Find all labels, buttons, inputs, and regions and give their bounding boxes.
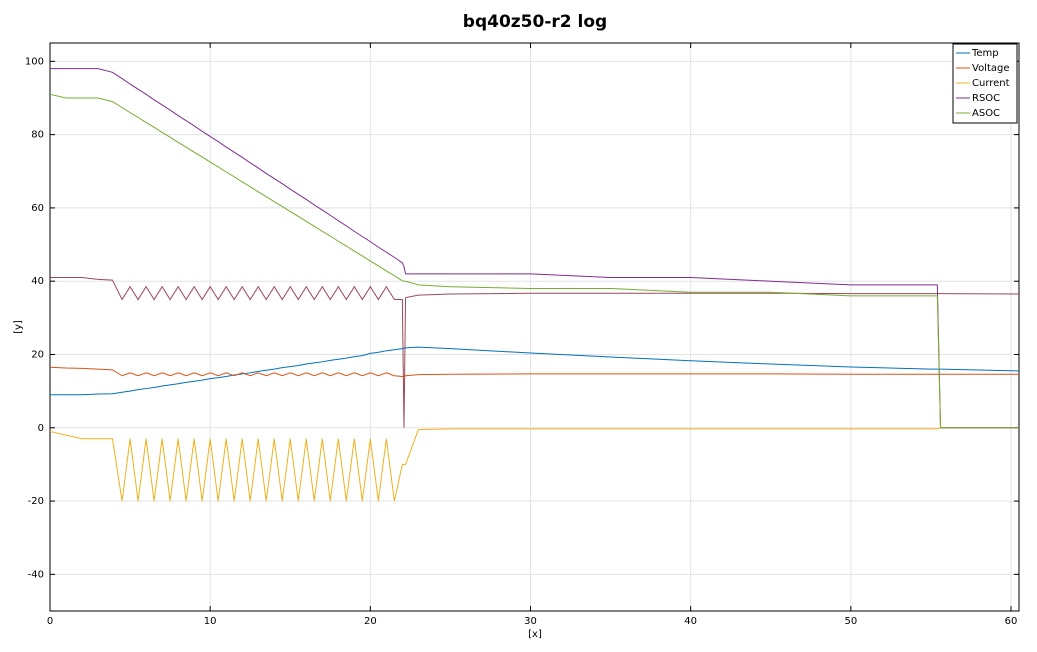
x-tick-label: 60 bbox=[1005, 616, 1018, 627]
y-tick-label: 80 bbox=[31, 130, 44, 141]
series-line bbox=[50, 346, 1020, 396]
plot-frame bbox=[49, 42, 1020, 612]
x-axis-label: [x] bbox=[528, 629, 542, 640]
chart-title: bq40z50-r2 log bbox=[463, 12, 607, 32]
series-line bbox=[49, 93, 1019, 429]
series-line bbox=[50, 277, 1020, 428]
x-tick-label: 50 bbox=[844, 616, 857, 627]
x-tick-label: 10 bbox=[204, 616, 217, 627]
y-tick-label: -40 bbox=[28, 569, 44, 580]
y-tick-label: 100 bbox=[25, 56, 44, 67]
y-tick-label: 0 bbox=[38, 423, 44, 434]
y-axis-label: [y] bbox=[13, 320, 24, 334]
legend-label: Current bbox=[972, 78, 1010, 89]
legend-label: Temp bbox=[971, 48, 999, 59]
y-tick-label: -20 bbox=[28, 496, 44, 507]
series-line bbox=[49, 366, 1019, 377]
x-tick-label: 0 bbox=[47, 616, 53, 627]
x-tick-label: 30 bbox=[524, 616, 537, 627]
series-line bbox=[50, 68, 1019, 429]
legend-label: ASOC bbox=[972, 108, 1000, 119]
y-tick-label: 40 bbox=[31, 276, 44, 287]
x-tick-label: 20 bbox=[364, 616, 377, 627]
legend-label: RSOC bbox=[972, 93, 1000, 104]
y-tick-label: 60 bbox=[31, 203, 44, 214]
series-line bbox=[49, 427, 1019, 502]
legend-label: Voltage bbox=[972, 63, 1010, 74]
x-tick-label: 40 bbox=[684, 616, 697, 627]
y-tick-label: 20 bbox=[31, 349, 44, 360]
